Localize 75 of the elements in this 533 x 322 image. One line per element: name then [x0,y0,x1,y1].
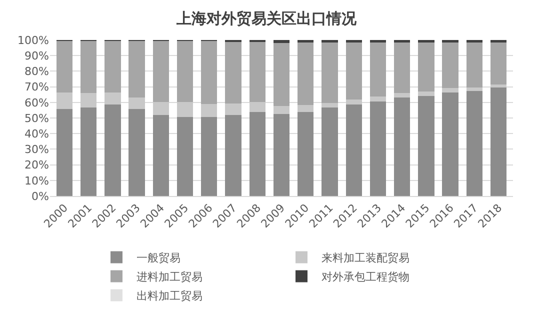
y-tick-label: 80% [24,65,49,78]
bar [80,40,97,94]
legend-label: 对外承包工程货物 [322,270,410,284]
legend-label: 来料加工装配贸易 [322,252,410,265]
bar [298,42,314,106]
bar [370,101,386,196]
y-tick-label: 100% [18,34,49,47]
bar [418,42,434,92]
y-tick-label: 60% [24,96,49,110]
bar [442,88,458,93]
bar [56,92,73,110]
bar [442,92,458,196]
bar [176,40,194,102]
bar [466,42,482,88]
legend-label: 进料加工贸易 [136,270,202,284]
legend-label: 出料加工贸易 [136,290,202,303]
bar [322,102,338,108]
chart-title: 上海对外贸易关区出口情况 [176,9,358,28]
bar [273,40,290,44]
bar [104,104,121,196]
bar [418,91,434,96]
bar [128,109,145,196]
bar [466,87,482,91]
bar [466,90,482,196]
bar [225,103,242,115]
bar [322,108,338,196]
bar [152,40,170,102]
bar [176,102,194,117]
bar [442,42,458,88]
bar [56,109,73,196]
bar [201,40,218,104]
bar [490,88,507,196]
bar [104,92,121,105]
bar [249,112,266,196]
bar [80,93,97,108]
bar [298,105,314,112]
bar [225,41,242,104]
bar [249,42,266,102]
bar [346,42,362,100]
bar [298,112,314,196]
bar [394,98,410,196]
bar [152,102,170,115]
bar [418,96,434,196]
bar [201,104,218,117]
y-tick-label: 70% [24,80,49,94]
y-tick-label: 30% [24,143,49,156]
bar [273,106,290,114]
bar [490,42,507,84]
bar [346,104,362,196]
bar [322,42,338,103]
bar [273,43,290,106]
y-tick-label: 40% [24,127,49,140]
y-tick-label: 90% [24,49,49,62]
y-tick-label: 50% [24,112,49,125]
bar [176,116,194,196]
y-tick-label: 0% [32,190,49,203]
bar [128,98,145,110]
bar [225,114,242,196]
bar [394,93,410,98]
bar [249,102,266,112]
legend-label: 一般贸易 [136,252,180,265]
y-tick-label: 20% [24,158,49,172]
bar [346,100,362,104]
y-tick-label: 10% [24,174,49,188]
bar [201,116,218,196]
bar [273,114,290,196]
bar [56,40,73,93]
bar [80,108,97,196]
bar [370,96,386,102]
bar [490,84,507,88]
bar [128,40,145,98]
bar [370,42,386,96]
bar [394,42,410,94]
bar [104,40,121,92]
bar [152,114,170,196]
